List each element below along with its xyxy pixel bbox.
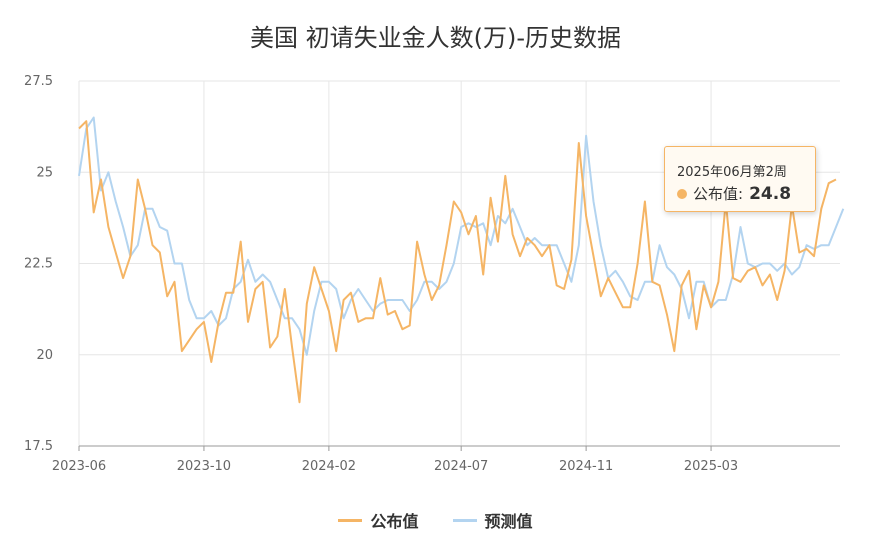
legend-label-forecast: 预测值 (484, 512, 533, 531)
tooltip-value: 24.8 (749, 183, 792, 204)
data-tooltip: 2025年06月第2周 公布值: 24.8 (664, 146, 816, 212)
series-line-forecast[interactable] (78, 116, 845, 356)
x-tick-label: 2024-11 (559, 459, 613, 474)
axes (78, 445, 840, 451)
tooltip-series-name: 公布值 (693, 185, 739, 203)
legend: 公布值 预测值 (0, 508, 871, 532)
series-line-published[interactable] (78, 120, 837, 404)
tooltip-row: 公布值: 24.8 (677, 183, 791, 204)
series-lines[interactable] (78, 116, 845, 404)
legend-swatch-forecast (452, 518, 477, 522)
legend-swatch-published (338, 518, 363, 522)
x-tick-label: 2024-07 (434, 459, 488, 474)
chart-title: 美国 初请失业金人数(万)-历史数据 (249, 24, 621, 52)
y-tick-label: 27.5 (24, 74, 53, 89)
legend-label-published: 公布值 (370, 512, 419, 531)
y-tick-label: 20 (36, 348, 53, 363)
y-tick-label: 17.5 (24, 439, 53, 454)
y-tick-label: 25 (36, 165, 53, 180)
legend-item-forecast[interactable]: 预测值 (452, 508, 533, 532)
x-tick-label: 2025-03 (684, 459, 738, 474)
tooltip-title: 2025年06月第2周 (677, 165, 787, 180)
legend-item-published[interactable]: 公布值 (338, 508, 419, 532)
tooltip-series-dot (677, 188, 687, 199)
x-tick-label: 2023-06 (52, 459, 106, 474)
grid-lines (78, 80, 840, 447)
x-tick-label: 2024-02 (302, 459, 356, 474)
y-tick-label: 22.5 (24, 257, 53, 272)
tick-labels: 17.5 20 22.5 25 27.5 2023-06 2023-10 2024-02 202… (24, 74, 738, 474)
x-tick-label: 2023-10 (177, 459, 231, 474)
tooltip-separator: : (738, 184, 744, 203)
